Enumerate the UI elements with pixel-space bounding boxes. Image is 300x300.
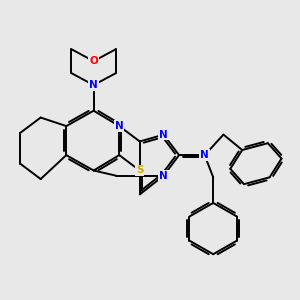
Text: N: N — [89, 80, 98, 90]
Text: N: N — [200, 150, 209, 160]
Text: O: O — [89, 56, 98, 66]
Text: N: N — [159, 171, 168, 181]
Text: N: N — [159, 130, 168, 140]
Text: S: S — [136, 166, 143, 176]
Text: N: N — [115, 121, 124, 131]
